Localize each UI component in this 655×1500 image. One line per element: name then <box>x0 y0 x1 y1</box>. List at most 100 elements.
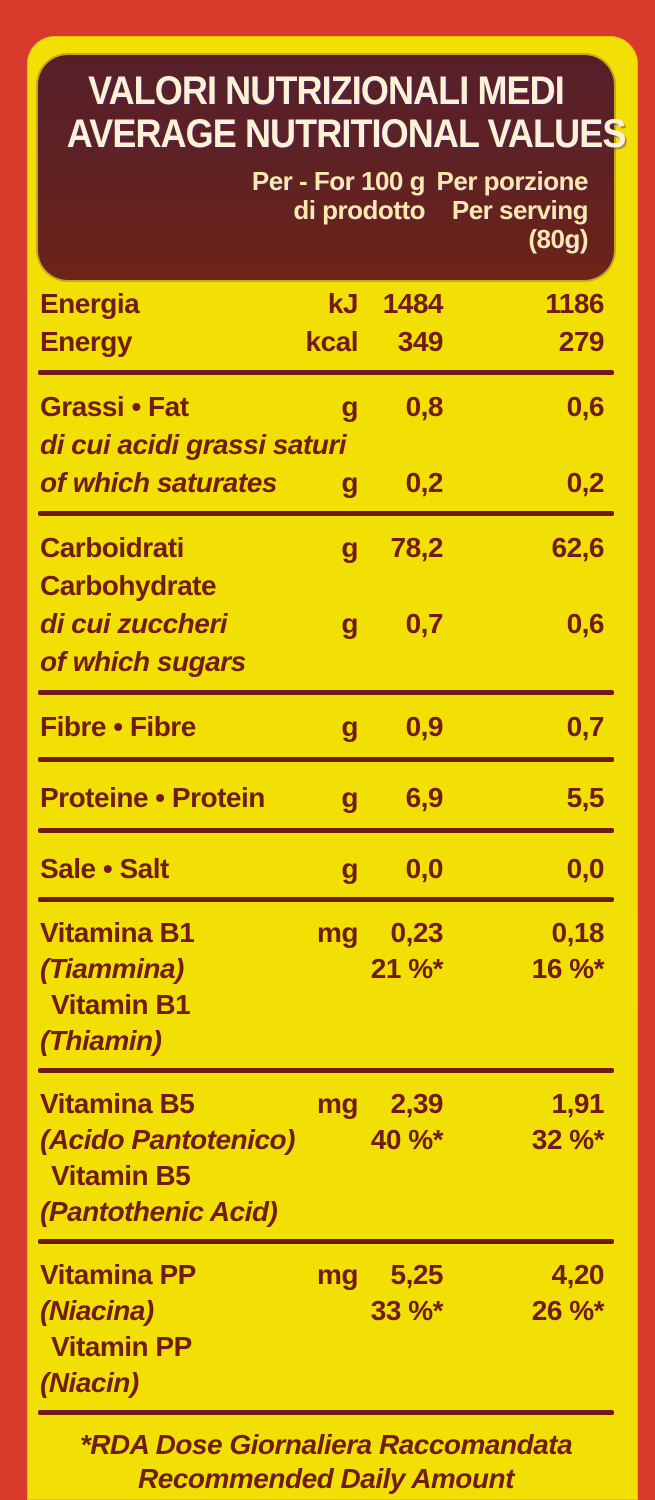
per-serving-line2: Per serving <box>451 195 589 225</box>
table-row: Vitamin PP <box>38 1329 614 1365</box>
unit: mg <box>317 1259 359 1290</box>
nutrient-label: Sale • Salt <box>40 853 169 884</box>
rda-percent-per-100g: 21 %* <box>370 953 444 984</box>
nutrient-label: di cui zuccheri <box>40 608 228 639</box>
nutrient-label: Carboidrati <box>40 532 184 563</box>
row-vitamin-b1: Vitamina B1 mg 0,23 0,18 (Tiammina) 21 %… <box>38 915 614 1059</box>
value-per-serving: 1,91 <box>551 1088 605 1119</box>
row-energy: Energia kJ 1484 1186 Energy kcal 349 279 <box>38 285 614 361</box>
unit: mg <box>317 917 359 948</box>
unit: g <box>341 532 358 563</box>
table-row: (Acido Pantotenico) 40 %* 32 %* <box>38 1122 614 1158</box>
table-row: of which sugars <box>38 643 614 681</box>
per-serving-line3: (80g) <box>528 224 588 254</box>
column-header-per-serving: Per porzione Per serving (80g) <box>436 166 589 254</box>
nutrient-label: Grassi • Fat <box>40 391 189 422</box>
table-row: (Tiammina) 21 %* 16 %* <box>38 951 614 987</box>
unit: g <box>341 467 358 498</box>
row-protein: Proteine • Protein g 6,9 5,5 <box>38 779 614 817</box>
table-row: di cui acidi grassi saturi <box>38 426 614 464</box>
row-divider <box>38 1239 614 1244</box>
unit: g <box>341 853 358 884</box>
row-divider <box>38 897 614 902</box>
value-per-100g: 0,23 <box>390 917 444 948</box>
table-row: Vitamin B5 <box>38 1158 614 1194</box>
row-divider <box>38 757 614 762</box>
row-divider <box>38 828 614 833</box>
nutrient-label: Energy <box>40 326 132 357</box>
nutrient-label: Proteine • Protein <box>40 782 265 813</box>
table-row: Carbohydrate <box>38 567 614 605</box>
value-per-100g: 78,2 <box>390 532 444 563</box>
nutrient-label: Vitamina B5 <box>40 1088 195 1119</box>
unit: g <box>341 782 358 813</box>
value-per-100g: 0,2 <box>405 467 444 498</box>
value-per-serving: 0,0 <box>566 853 605 884</box>
nutrient-label: (Niacin) <box>40 1367 139 1398</box>
column-header-per-100g: Per - For 100 g di prodotto <box>251 166 426 225</box>
value-per-serving: 0,6 <box>566 391 605 422</box>
row-fibre: Fibre • Fibre g 0,9 0,7 <box>38 708 614 746</box>
nutrient-label: of which saturates <box>40 467 277 498</box>
rda-footnote: *RDA Dose Giornaliera Raccomandata Recom… <box>38 1428 614 1496</box>
value-per-100g: 2,39 <box>390 1088 444 1119</box>
table-row: Vitamina B1 mg 0,23 0,18 <box>38 915 614 951</box>
table-row: Vitamina PP mg 5,25 4,20 <box>38 1257 614 1293</box>
unit: mg <box>317 1088 359 1119</box>
value-per-serving: 0,7 <box>566 711 605 742</box>
unit: g <box>341 391 358 422</box>
value-per-serving: 62,6 <box>551 532 605 563</box>
row-divider <box>38 1068 614 1073</box>
row-vitamin-b5: Vitamina B5 mg 2,39 1,91 (Acido Pantoten… <box>38 1086 614 1230</box>
header-titles: VALORI NUTRIZIONALI MEDI AVERAGE NUTRITI… <box>38 55 627 156</box>
value-per-serving: 0,2 <box>566 467 605 498</box>
nutrient-label: Vitamina B1 <box>40 917 195 948</box>
nutrient-label: of which sugars <box>40 646 246 677</box>
value-per-100g: 0,9 <box>405 711 444 742</box>
row-divider <box>38 370 614 375</box>
value-per-serving: 0,18 <box>551 917 605 948</box>
title-italian: VALORI NUTRIZIONALI MEDI <box>88 69 565 113</box>
label-header: VALORI NUTRIZIONALI MEDI AVERAGE NUTRITI… <box>38 55 627 280</box>
table-row: Vitamina B5 mg 2,39 1,91 <box>38 1086 614 1122</box>
table-row: (Niacina) 33 %* 26 %* <box>38 1293 614 1329</box>
table-row: Carboidrati g 78,2 62,6 <box>38 529 614 567</box>
nutrient-label: Vitamin PP <box>51 1331 192 1362</box>
value-per-serving: 5,5 <box>566 782 605 813</box>
row-divider <box>38 690 614 695</box>
value-per-serving: 1186 <box>545 288 604 319</box>
value-per-100g: 0,0 <box>405 853 444 884</box>
nutrient-label: Vitamina PP <box>40 1259 196 1290</box>
rda-percent-per-serving: 16 %* <box>531 953 605 984</box>
table-row: (Pantothenic Acid) <box>38 1194 614 1230</box>
nutrient-label: (Niacina) <box>40 1295 154 1326</box>
table-row: (Niacin) <box>38 1365 614 1401</box>
table-row: of which saturates g 0,2 0,2 <box>38 464 614 502</box>
row-fat: Grassi • Fat g 0,8 0,6 di cui acidi gras… <box>38 388 614 502</box>
rda-footnote-line1: *RDA Dose Giornaliera Raccomandata <box>79 1429 573 1460</box>
nutrient-label: Energia <box>40 288 140 319</box>
per-serving-line1: Per porzione <box>436 166 589 196</box>
rda-percent-per-100g: 40 %* <box>370 1124 444 1155</box>
nutrient-label: di cui acidi grassi saturi <box>40 429 347 460</box>
value-per-serving: 279 <box>558 326 605 357</box>
table-row: di cui zuccheri g 0,7 0,6 <box>38 605 614 643</box>
row-salt: Sale • Salt g 0,0 0,0 <box>38 850 614 888</box>
value-per-100g: 6,9 <box>405 782 444 813</box>
per-100g-line1: Per - For 100 g <box>251 166 426 196</box>
nutrient-label: (Thiamin) <box>40 1025 162 1056</box>
row-vitamin-pp: Vitamina PP mg 5,25 4,20 (Niacina) 33 %*… <box>38 1257 614 1401</box>
table-row: Energy kcal 349 279 <box>38 323 614 361</box>
rda-percent-per-serving: 26 %* <box>531 1295 605 1326</box>
rda-percent-per-serving: 32 %* <box>531 1124 605 1155</box>
nutrient-label: Fibre • Fibre <box>40 711 196 742</box>
nutrient-label: Carbohydrate <box>40 570 217 601</box>
unit: kcal <box>305 326 359 357</box>
row-divider <box>38 1410 614 1415</box>
title-english: AVERAGE NUTRITIONAL VALUES <box>66 112 627 156</box>
row-carbohydrate: Carboidrati g 78,2 62,6 Carbohydrate di … <box>38 529 614 681</box>
value-per-serving: 4,20 <box>551 1259 605 1290</box>
nutrient-label: (Acido Pantotenico) <box>40 1124 295 1155</box>
nutrition-table: Energia kJ 1484 1186 Energy kcal 349 279… <box>38 285 614 1500</box>
